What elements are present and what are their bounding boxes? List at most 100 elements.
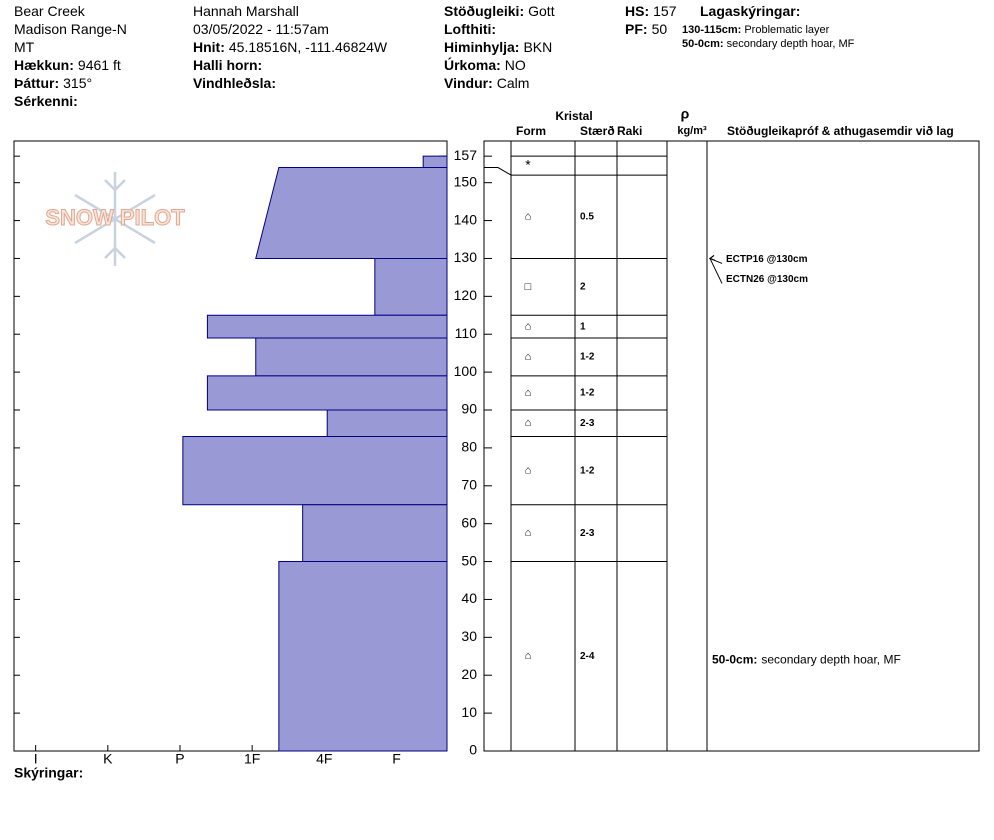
field-label: Hnit:	[193, 39, 225, 55]
header-field: Sérkenni:	[14, 93, 78, 109]
grain-form: ⌂	[525, 351, 532, 363]
hardness-layer	[374, 257, 448, 316]
header-field: PF: 50	[625, 21, 667, 37]
grain-size: 2-4	[580, 651, 595, 662]
logo: SNOW PILOT	[45, 205, 185, 230]
hardness-layer	[422, 155, 448, 169]
stability-test: ECTP16 @130cm	[726, 254, 808, 265]
footer: Skýringar:	[14, 765, 83, 781]
grain-size: 2-3	[580, 528, 595, 539]
grain-form: ⌂	[525, 417, 532, 429]
grain-form: ⌂	[525, 387, 532, 399]
depth-label: 40	[461, 590, 477, 606]
field-value: 315°	[63, 75, 92, 91]
field-label: PF:	[625, 21, 648, 37]
stability-test: ECTN26 @130cm	[726, 274, 808, 285]
hardness-layer	[326, 409, 448, 438]
header-field: Hnit: 45.18516N, -111.46824W	[193, 39, 388, 55]
hardness-layer	[302, 504, 448, 563]
arrow-head	[708, 255, 716, 261]
header-field: HS: 157	[625, 3, 677, 19]
depth-label: 30	[461, 628, 477, 644]
col-crystal: Kristal	[555, 109, 592, 123]
depth-label: 120	[454, 287, 478, 303]
grain-form: ⌂	[525, 465, 532, 477]
test-arrow	[709, 258, 723, 284]
header-field: Þáttur: 315°	[14, 75, 92, 91]
grain-form: ⌂	[525, 321, 532, 333]
field-label: Halli horn:	[193, 57, 262, 73]
grain-size: 1-2	[580, 388, 595, 399]
depth-label: 50	[461, 552, 477, 568]
field-value: BKN	[523, 39, 552, 55]
field-label: Sérkenni:	[14, 93, 78, 109]
depth-label: 150	[454, 173, 478, 189]
grain-size: 0.5	[580, 211, 594, 222]
depth-label: 110	[455, 325, 478, 341]
field-label: HS:	[625, 3, 649, 19]
header-field: Lofthiti:	[444, 21, 496, 37]
hardness-label: K	[103, 751, 113, 767]
field-label: Lofthiti:	[444, 21, 496, 37]
depth-label: 100	[454, 363, 478, 379]
field-label: Himinhylja:	[444, 39, 519, 55]
col-comments: Stöðugleikapróf & athugasemdir við lag	[727, 124, 954, 138]
hardness-label: 1F	[244, 751, 260, 767]
hardness-layer	[255, 337, 448, 377]
grain-form: ⌂	[525, 650, 532, 662]
layer-comment: 50-0cm: secondary depth hoar, MF	[712, 652, 901, 666]
field-value: 157	[653, 3, 677, 19]
field-value: 45.18516N, -111.46824W	[229, 39, 388, 55]
depth-label: 157	[454, 147, 478, 163]
hardness-layer	[182, 436, 448, 506]
hardness-label: F	[392, 751, 401, 767]
hardness-layer	[255, 167, 448, 259]
depth-label: 140	[454, 211, 478, 227]
field-label: Vindur:	[444, 75, 493, 91]
grain-form: ⌂	[525, 527, 532, 539]
header-field: Stöðugleiki: Gott	[444, 3, 555, 19]
table-frame	[483, 140, 980, 752]
header-field: Lagaskýringar:	[700, 3, 800, 19]
hardness-label: P	[175, 751, 184, 767]
field-value: Hannah Marshall	[193, 3, 299, 19]
field-value: Calm	[497, 75, 530, 91]
header-field: Himinhylja: BKN	[444, 39, 552, 55]
header-field: 03/05/2022 - 11:57am	[193, 21, 329, 37]
legend-text: secondary depth hoar, MF	[727, 38, 855, 50]
header-field: Bear Creek	[14, 3, 86, 19]
field-value: Madison Range-N	[14, 21, 127, 37]
field-value: 03/05/2022 - 11:57am	[193, 21, 329, 37]
field-value: 50	[652, 21, 668, 37]
comment-text: secondary depth hoar, MF	[761, 652, 900, 666]
field-label: Þáttur:	[14, 75, 59, 91]
field-label: Stöðugleiki:	[444, 3, 524, 19]
depth-label: 20	[461, 666, 477, 682]
grain-size: 2-3	[580, 418, 595, 429]
header-field: Madison Range-N	[14, 21, 127, 37]
field-value: MT	[14, 39, 35, 55]
depth-label: 10	[461, 704, 477, 720]
field-value: 9461 ft	[78, 57, 121, 73]
header-field: Halli horn:	[193, 57, 262, 73]
header-field: MT	[14, 39, 35, 55]
depth-label: 0	[469, 742, 477, 758]
header-field: Vindur: Calm	[444, 75, 529, 91]
grain-size: 1-2	[580, 465, 595, 476]
legend-text: Problematic layer	[744, 24, 829, 36]
depth-label: 130	[454, 249, 478, 265]
comment-range: 50-0cm:	[712, 652, 757, 666]
field-value: Bear Creek	[14, 3, 86, 19]
legend-entry: 50-0cm: secondary depth hoar, MF	[682, 38, 855, 50]
col-density-symbol: ρ	[681, 106, 690, 122]
hardness-layer	[206, 314, 448, 339]
col-moisture: Raki	[617, 124, 642, 138]
field-label: Hækkun:	[14, 57, 74, 73]
header-field: Úrkoma: NO	[444, 56, 526, 73]
grain-form: ⌂	[525, 211, 532, 223]
col-density-unit: kg/m³	[677, 125, 707, 137]
field-label: Úrkoma:	[444, 56, 501, 73]
legend-entry: 130-115cm: Problematic layer	[682, 24, 830, 36]
layer-connector	[484, 167, 512, 176]
